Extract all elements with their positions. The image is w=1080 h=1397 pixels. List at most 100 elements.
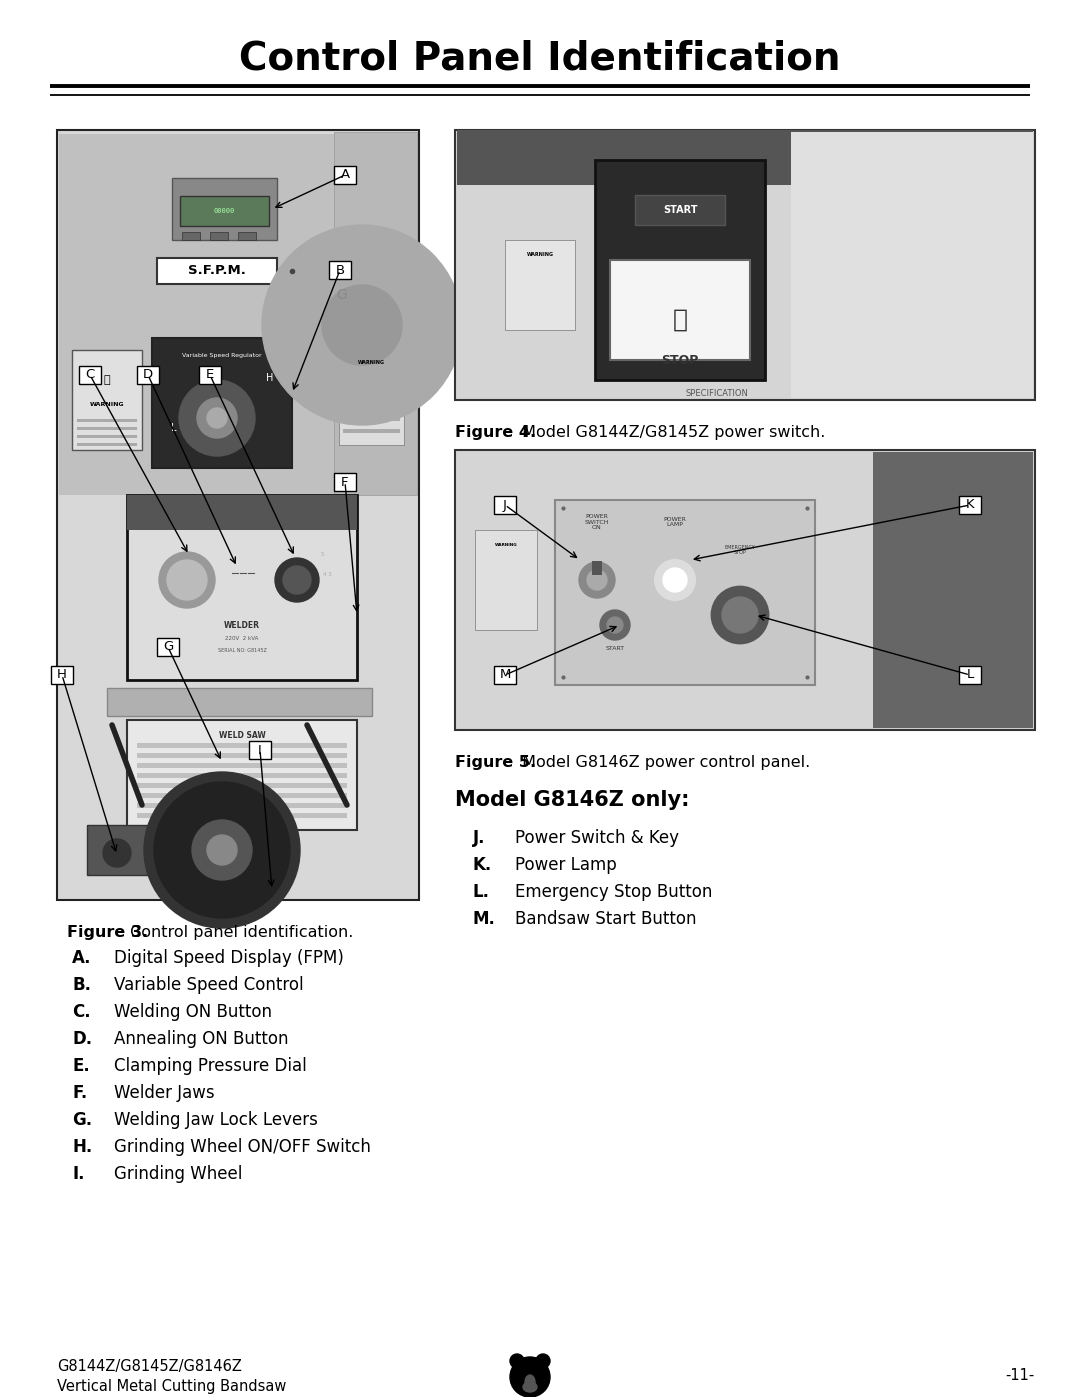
Bar [334, 474, 356, 490]
Text: Model G8146Z only:: Model G8146Z only: [455, 789, 689, 810]
Text: G: G [163, 640, 173, 654]
Text: Power Lamp: Power Lamp [515, 856, 617, 875]
Bar [127, 719, 357, 830]
Circle shape [723, 597, 758, 633]
Circle shape [510, 1354, 524, 1368]
Text: POWER
SWITCH
ON: POWER SWITCH ON [584, 514, 609, 531]
Text: A: A [340, 169, 350, 182]
Bar [180, 196, 269, 226]
Circle shape [197, 398, 237, 439]
Bar [199, 366, 221, 384]
Bar [107, 687, 372, 717]
Text: Emergency Stop Button: Emergency Stop Button [515, 883, 713, 901]
Bar [343, 381, 400, 386]
Text: B.: B. [72, 977, 91, 995]
Bar [77, 443, 137, 446]
Bar [873, 453, 1032, 728]
Text: B: B [336, 264, 345, 277]
Circle shape [207, 835, 237, 865]
Circle shape [154, 782, 291, 918]
Text: START: START [663, 205, 698, 215]
Circle shape [275, 557, 319, 602]
Text: F: F [341, 475, 349, 489]
Bar [343, 405, 400, 409]
Text: L: L [172, 423, 177, 433]
Bar [555, 500, 815, 685]
Text: POWER
LAMP: POWER LAMP [663, 517, 687, 528]
Text: Variable Speed Control: Variable Speed Control [114, 977, 303, 995]
Bar [959, 666, 981, 685]
Bar [77, 427, 137, 430]
Text: H: H [57, 669, 67, 682]
Bar [334, 131, 417, 495]
Text: 220V  2 kVA: 220V 2 kVA [226, 636, 259, 640]
Text: G8144Z/G8145Z/G8146Z: G8144Z/G8145Z/G8146Z [57, 1359, 242, 1375]
Text: Digital Speed Display (FPM): Digital Speed Display (FPM) [114, 949, 343, 967]
Bar [77, 419, 137, 422]
Bar [455, 130, 1035, 400]
Text: K: K [966, 499, 974, 511]
Text: A.: A. [72, 949, 92, 967]
Text: Grinding Wheel ON/OFF Switch: Grinding Wheel ON/OFF Switch [114, 1139, 370, 1155]
Text: H.: H. [72, 1139, 92, 1155]
Ellipse shape [525, 1375, 535, 1389]
Text: Annealing ON Button: Annealing ON Button [114, 1030, 288, 1048]
Bar [137, 743, 347, 747]
Text: SPECIFICATION: SPECIFICATION [685, 390, 747, 398]
Bar [57, 130, 419, 900]
Text: Figure 3.: Figure 3. [67, 925, 148, 940]
Circle shape [526, 1377, 534, 1386]
Text: ✋: ✋ [673, 307, 688, 332]
Circle shape [600, 610, 630, 640]
Text: 00000: 00000 [214, 208, 235, 214]
Text: SERIAL NO: G8145Z: SERIAL NO: G8145Z [217, 647, 267, 652]
Bar [494, 496, 516, 514]
Bar [59, 134, 417, 495]
Bar [137, 793, 347, 798]
Bar [137, 753, 347, 759]
Text: Control panel identification.: Control panel identification. [125, 925, 353, 940]
Circle shape [510, 1356, 550, 1397]
Text: STOP: STOP [661, 353, 699, 366]
Text: START: START [606, 645, 624, 651]
Bar [238, 232, 256, 240]
Text: L: L [967, 669, 974, 682]
Circle shape [536, 1354, 550, 1368]
Bar [343, 393, 400, 397]
Bar [592, 562, 602, 576]
Bar [127, 495, 357, 529]
Text: D.: D. [72, 1030, 92, 1048]
Bar [137, 803, 347, 807]
Bar [339, 345, 404, 446]
Bar [137, 366, 159, 384]
Text: I.: I. [72, 1165, 84, 1183]
Circle shape [283, 566, 311, 594]
Circle shape [167, 560, 207, 599]
Bar [137, 763, 347, 768]
Bar [959, 496, 981, 514]
Text: Figure 4.: Figure 4. [455, 425, 536, 440]
Text: G.: G. [72, 1111, 92, 1129]
Bar [183, 232, 200, 240]
Text: F.: F. [72, 1084, 87, 1102]
Text: C.: C. [72, 1003, 91, 1021]
Bar [610, 260, 750, 360]
Text: Figure 5.: Figure 5. [455, 754, 536, 770]
Text: Grinding Wheel: Grinding Wheel [114, 1165, 242, 1183]
Text: 4 3: 4 3 [323, 573, 332, 577]
Bar [137, 773, 347, 778]
Circle shape [579, 562, 615, 598]
Bar [87, 826, 147, 875]
Text: -11-: -11- [1005, 1368, 1035, 1383]
Circle shape [712, 587, 768, 643]
Text: K.: K. [473, 856, 492, 875]
Text: Vertical Metal Cutting Bandsaw: Vertical Metal Cutting Bandsaw [57, 1379, 286, 1394]
Bar [157, 258, 276, 284]
Circle shape [103, 840, 131, 868]
Bar [457, 130, 1032, 184]
Text: 5: 5 [321, 552, 324, 557]
Text: WARNING: WARNING [90, 402, 124, 408]
Text: WELD SAW: WELD SAW [218, 731, 266, 739]
Bar [72, 351, 141, 450]
Circle shape [322, 285, 402, 365]
